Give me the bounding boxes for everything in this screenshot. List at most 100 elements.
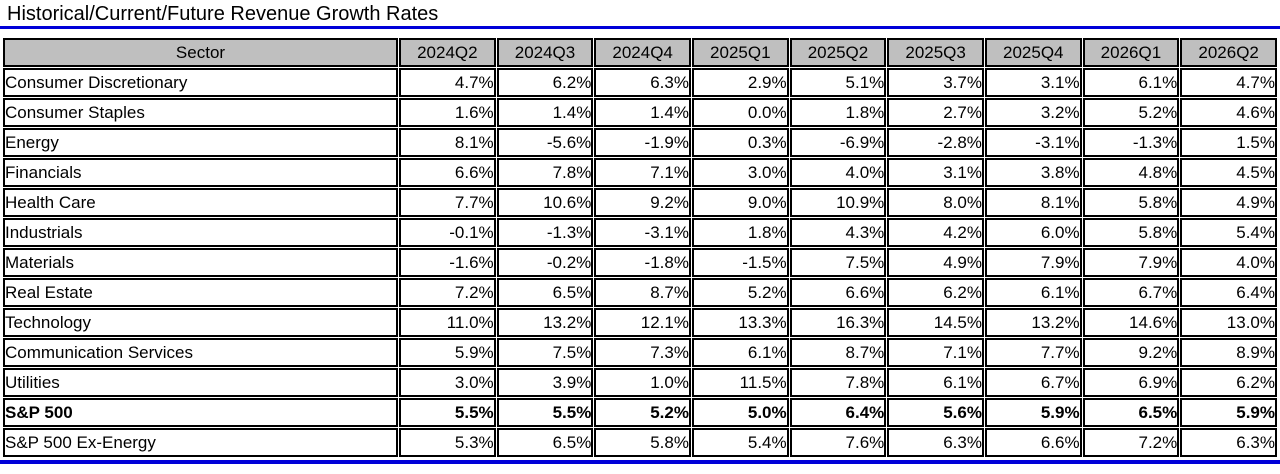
value-cell: 7.7% — [399, 188, 496, 217]
value-cell: 10.9% — [789, 188, 887, 217]
table-row-energy: Energy 8.1% -5.6% -1.9% 0.3% -6.9% -2.8% -3.1% -… — [3, 128, 1277, 157]
value-cell: 5.0% — [691, 398, 789, 427]
value-cell: 1.4% — [594, 98, 691, 127]
value-cell: 4.0% — [1180, 248, 1277, 277]
value-cell: 5.5% — [496, 398, 594, 427]
sector-label: Communication Services — [3, 338, 398, 367]
value-cell: 1.8% — [789, 98, 887, 127]
value-cell: 4.3% — [789, 218, 887, 247]
value-cell: 6.2% — [1180, 368, 1277, 397]
value-cell: 3.7% — [887, 68, 984, 97]
value-cell: 7.6% — [789, 428, 887, 457]
value-cell: 3.0% — [399, 368, 496, 397]
value-cell: 11.5% — [691, 368, 789, 397]
value-cell: 6.3% — [887, 428, 984, 457]
value-cell: -1.9% — [594, 128, 691, 157]
value-cell: 7.8% — [789, 368, 887, 397]
value-cell: -1.3% — [496, 218, 594, 247]
value-cell: 6.3% — [1180, 428, 1277, 457]
value-cell: 2.7% — [887, 98, 984, 127]
value-cell: 6.7% — [984, 368, 1082, 397]
value-cell: 7.5% — [789, 248, 887, 277]
value-cell: -2.8% — [887, 128, 984, 157]
value-cell: 5.9% — [399, 338, 496, 367]
value-cell: 4.7% — [399, 68, 496, 97]
value-cell: 1.0% — [594, 368, 691, 397]
value-cell: 7.9% — [984, 248, 1082, 277]
value-cell: 3.0% — [691, 158, 789, 187]
value-cell: 6.4% — [1180, 278, 1277, 307]
bottom-underline — [0, 460, 1280, 464]
value-cell: 6.1% — [984, 278, 1082, 307]
value-cell: 6.6% — [399, 158, 496, 187]
value-cell: 3.1% — [887, 158, 984, 187]
value-cell: 8.7% — [594, 278, 691, 307]
value-cell: 5.1% — [789, 68, 887, 97]
value-cell: 3.1% — [984, 68, 1082, 97]
value-cell: 6.0% — [984, 218, 1082, 247]
value-cell: 1.5% — [1180, 128, 1277, 157]
value-cell: 6.2% — [887, 278, 984, 307]
value-cell: 7.5% — [496, 338, 594, 367]
value-cell: 5.8% — [1082, 188, 1180, 217]
column-header-2025q3: 2025Q3 — [887, 38, 984, 67]
column-header-2025q4: 2025Q4 — [984, 38, 1082, 67]
value-cell: 4.6% — [1180, 98, 1277, 127]
value-cell: -0.2% — [496, 248, 594, 277]
header-row: Sector 2024Q2 2024Q3 2024Q4 2025Q1 2025Q2 2025… — [3, 38, 1277, 67]
value-cell: 6.4% — [789, 398, 887, 427]
value-cell: -1.8% — [594, 248, 691, 277]
table-row-consumer-staples: Consumer Staples 1.6% 1.4% 1.4% 0.0% 1.8% 2.7%… — [3, 98, 1277, 127]
table-row-industrials: Industrials -0.1% -1.3% -3.1% 1.8% 4.3% 4.2% 6.… — [3, 218, 1277, 247]
value-cell: 6.5% — [496, 278, 594, 307]
value-cell: 4.7% — [1180, 68, 1277, 97]
value-cell: -1.3% — [1082, 128, 1180, 157]
value-cell: 12.1% — [594, 308, 691, 337]
value-cell: 5.2% — [594, 398, 691, 427]
value-cell: 13.0% — [1180, 308, 1277, 337]
sector-label: Utilities — [3, 368, 398, 397]
value-cell: 1.8% — [691, 218, 789, 247]
value-cell: -6.9% — [789, 128, 887, 157]
value-cell: 9.2% — [1082, 338, 1180, 367]
value-cell: 5.4% — [1180, 218, 1277, 247]
value-cell: 6.6% — [984, 428, 1082, 457]
table-row-s-p-500: S&P 500 5.5% 5.5% 5.2% 5.0% 6.4% 5.6% 5.9% 6.5% 5… — [3, 398, 1277, 427]
value-cell: 5.4% — [691, 428, 789, 457]
table-head: Sector 2024Q2 2024Q3 2024Q4 2025Q1 2025Q2 2025… — [3, 38, 1277, 67]
page-title: Historical/Current/Future Revenue Growth… — [7, 3, 439, 25]
value-cell: 5.3% — [399, 428, 496, 457]
value-cell: 6.6% — [789, 278, 887, 307]
value-cell: -3.1% — [594, 218, 691, 247]
value-cell: 0.0% — [691, 98, 789, 127]
value-cell: 1.6% — [399, 98, 496, 127]
value-cell: 14.5% — [887, 308, 984, 337]
value-cell: 7.2% — [399, 278, 496, 307]
value-cell: 3.9% — [496, 368, 594, 397]
value-cell: 2.9% — [691, 68, 789, 97]
sector-label: Materials — [3, 248, 398, 277]
table-row-materials: Materials -1.6% -0.2% -1.8% -1.5% 7.5% 4.9% 7.9… — [3, 248, 1277, 277]
column-header-sector: Sector — [3, 38, 398, 67]
column-header-2024q4: 2024Q4 — [594, 38, 691, 67]
value-cell: 9.2% — [594, 188, 691, 217]
sector-label: Real Estate — [3, 278, 398, 307]
value-cell: 0.3% — [691, 128, 789, 157]
value-cell: 4.9% — [887, 248, 984, 277]
value-cell: 6.5% — [1082, 398, 1180, 427]
value-cell: 8.1% — [399, 128, 496, 157]
value-cell: -0.1% — [399, 218, 496, 247]
value-cell: 5.2% — [691, 278, 789, 307]
value-cell: 7.3% — [594, 338, 691, 367]
column-header-2026q1: 2026Q1 — [1082, 38, 1180, 67]
column-header-2025q2: 2025Q2 — [789, 38, 887, 67]
value-cell: 14.6% — [1082, 308, 1180, 337]
column-header-2024q2: 2024Q2 — [399, 38, 496, 67]
title-underline — [0, 26, 1280, 29]
table-body: Consumer Discretionary 4.7% 6.2% 6.3% 2.9% 5.… — [3, 68, 1277, 457]
value-cell: 4.9% — [1180, 188, 1277, 217]
value-cell: 13.2% — [496, 308, 594, 337]
value-cell: 6.9% — [1082, 368, 1180, 397]
value-cell: 16.3% — [789, 308, 887, 337]
